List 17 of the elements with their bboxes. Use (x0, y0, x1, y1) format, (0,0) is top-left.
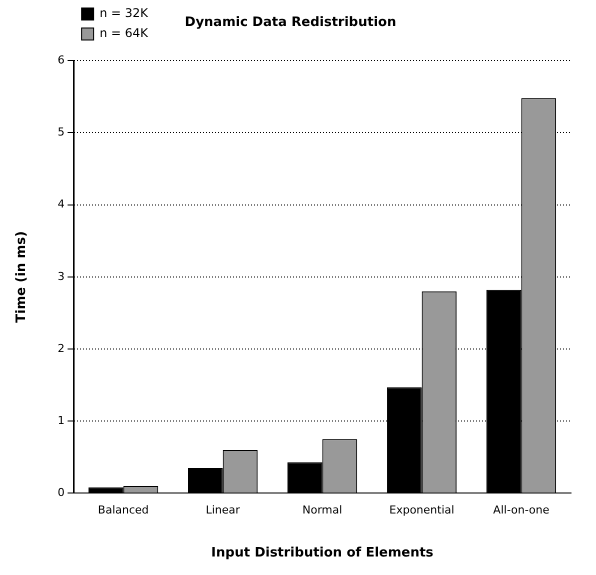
y-tick-label: 4 (58, 198, 65, 211)
chart-title: Dynamic Data Redistribution (184, 15, 396, 30)
y-tick-label: 6 (58, 53, 65, 66)
legend-label: n = 64K (100, 26, 150, 40)
y-tick-label: 0 (58, 486, 65, 500)
x-tick-label: Exponential (389, 504, 454, 517)
x-axis-title: Input Distribution of Elements (211, 546, 434, 561)
x-tick-label: Balanced (98, 504, 149, 517)
y-tick-label: 1 (58, 414, 65, 427)
y-tick-label: 3 (58, 270, 65, 283)
x-tick-label: Linear (206, 504, 240, 517)
x-tick-label: Normal (302, 504, 342, 517)
legend-label: n = 32K (100, 6, 150, 20)
y-axis-title: Time (in ms) (14, 231, 30, 323)
x-tick-label: All-on-one (493, 504, 550, 517)
y-tick-label: 2 (58, 342, 65, 355)
y-tick-label: 5 (58, 126, 65, 139)
